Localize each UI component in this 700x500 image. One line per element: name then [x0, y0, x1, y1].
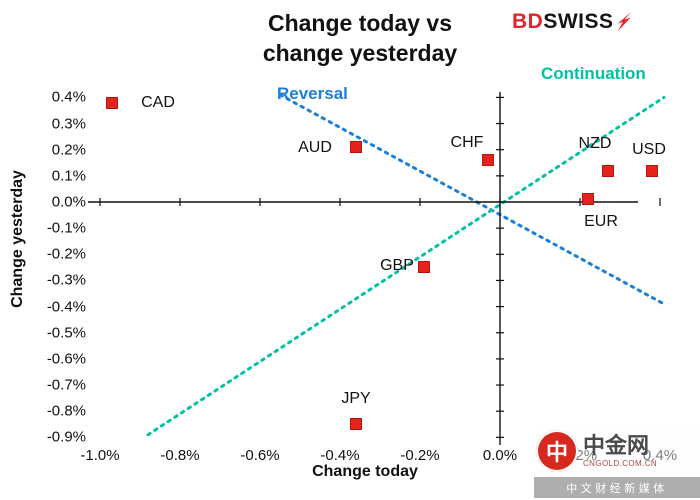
- point-label-AUD: AUD: [298, 139, 332, 157]
- continuation-trendline: [146, 95, 666, 437]
- chart-title-line1: Change today vs: [267, 10, 453, 36]
- bdswiss-logo: BD SWISS: [512, 10, 633, 34]
- y-tick-label: 0.4%: [51, 88, 86, 106]
- point-label-EUR: EUR: [584, 213, 618, 231]
- y-tick-label: -0.3%: [46, 271, 86, 289]
- y-tick-label: 0.3%: [51, 115, 86, 133]
- point-JPY: [350, 418, 362, 431]
- point-label-NZD: NZD: [578, 134, 612, 152]
- cngold-logo-icon: 中: [536, 430, 578, 472]
- y-tick-label: 0.2%: [51, 141, 86, 159]
- point-CHF: [482, 154, 494, 167]
- x-tick-label: -0.4%: [320, 447, 360, 464]
- cngold-domain: CNGOLD.COM.CN: [583, 459, 658, 469]
- cngold-logo-char: 中: [545, 440, 568, 465]
- chart-title: Change today vs change yesterday: [150, 8, 570, 69]
- point-label-JPY: JPY: [341, 390, 371, 408]
- y-tick-label: -0.4%: [46, 298, 86, 316]
- point-EUR: [582, 193, 594, 206]
- y-tick-label: -0.7%: [46, 376, 86, 394]
- reversal-trendline: [278, 93, 666, 306]
- y-tick-label: -0.8%: [46, 402, 86, 420]
- point-USD: [646, 164, 658, 177]
- y-tick-label: -0.9%: [46, 428, 86, 446]
- point-label-GBP: GBP: [380, 257, 414, 275]
- bdswiss-bolt-icon: [617, 11, 631, 32]
- cngold-tagline: 中文财经新媒体: [534, 477, 700, 498]
- point-label-CHF: CHF: [450, 134, 484, 152]
- y-tick-label: -0.5%: [46, 324, 86, 342]
- point-label-CAD: CAD: [141, 93, 175, 111]
- bdswiss-logo-bd: BD: [512, 10, 544, 33]
- point-NZD: [602, 164, 614, 177]
- y-tick-label: 0.1%: [51, 167, 86, 185]
- continuation-line-label: Continuation: [541, 64, 646, 83]
- x-tick-label: 0.0%: [482, 447, 518, 464]
- x-tick-label: -0.6%: [240, 447, 280, 464]
- point-AUD: [350, 141, 362, 154]
- y-tick-label: -0.6%: [46, 350, 86, 368]
- cngold-watermark-top: 中 中金网 CNGOLD.COM.CN: [534, 428, 700, 474]
- y-tick-label: 0.0%: [51, 193, 86, 211]
- point-label-USD: USD: [632, 140, 666, 158]
- point-CAD: [106, 96, 118, 109]
- bdswiss-logo-swiss: SWISS: [543, 10, 614, 33]
- x-tick-label: 0.4%: [642, 447, 678, 464]
- reversal-line-label: Reversal: [277, 84, 348, 103]
- y-tick-label: -0.1%: [46, 219, 86, 237]
- x-tick-label: -0.2%: [400, 447, 440, 464]
- cngold-name: 中金网: [583, 432, 650, 458]
- chart-title-line2: change yesterday: [262, 40, 458, 67]
- cngold-watermark: 中 中金网 CNGOLD.COM.CN 中文财经新媒体: [534, 428, 700, 498]
- x-tick-label: -0.8%: [160, 447, 200, 464]
- x-axis-title: Change today: [312, 463, 418, 480]
- y-tick-label: -0.2%: [46, 245, 86, 263]
- x-tick-label: -1.0%: [80, 447, 120, 464]
- cngold-texts: 中金网 CNGOLD.COM.CN: [583, 434, 657, 468]
- point-GBP: [418, 261, 430, 274]
